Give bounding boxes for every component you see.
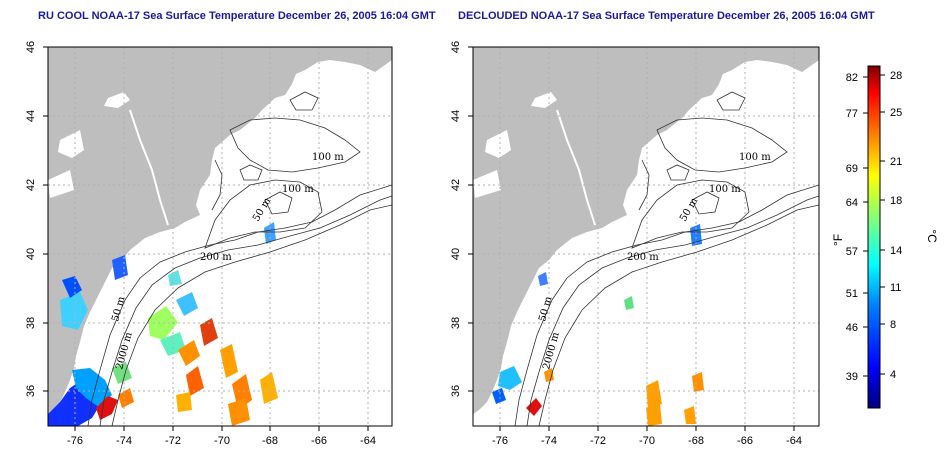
x-tick-label: -74: [116, 435, 132, 447]
right-lake: [531, 92, 557, 108]
y-tick-label: 40: [25, 248, 37, 260]
y-tick-label: 38: [450, 317, 462, 329]
right-bathymetry-contours: [514, 91, 819, 426]
contour-label: 200 m: [627, 252, 659, 263]
colorbar-c-tick: 21: [890, 156, 902, 168]
y-tick-label: 46: [450, 41, 462, 53]
x-tick-label: -70: [214, 435, 230, 447]
left-map-title: RU COOL NOAA-17 Sea Surface Temperature …: [38, 10, 436, 22]
x-tick-label: -72: [165, 435, 181, 447]
colorbar-c-tick: 14: [890, 245, 902, 257]
left-lake: [58, 130, 84, 158]
colorbar-f-tick: 39: [846, 371, 858, 383]
colorbar-fahrenheit-label: °F: [831, 234, 845, 246]
left-map-frame: [47, 46, 393, 427]
right-sst-patches: [492, 224, 704, 426]
y-tick-label: 44: [450, 110, 462, 122]
colorbar-f-tick: 64: [846, 197, 858, 209]
colorbar-ticks: [863, 74, 885, 377]
contour-label: 200 m: [200, 252, 232, 263]
x-tick-label: -76: [67, 435, 83, 447]
x-tick-label: -64: [786, 435, 802, 447]
right-lake: [473, 170, 501, 198]
contour-label: 100 m: [739, 152, 771, 163]
y-tick-label: 46: [25, 41, 37, 53]
colorbar-f-tick: 82: [846, 72, 858, 84]
y-tick-label: 36: [450, 385, 462, 397]
colorbar-c-tick: 18: [890, 195, 902, 207]
left-sst-patches: [48, 222, 278, 426]
colorbar-c-tick: 25: [890, 107, 902, 119]
left-grid: [48, 47, 392, 426]
colorbar-f-tick: 69: [846, 163, 858, 175]
colorbar-gradient: [867, 65, 881, 409]
x-tick-label: -76: [492, 435, 508, 447]
x-tick-label: -68: [688, 435, 704, 447]
y-tick-label: 42: [25, 179, 37, 191]
contour-label: 100 m: [709, 184, 741, 195]
y-tick-label: 42: [450, 179, 462, 191]
contour-label: 100 m: [282, 184, 314, 195]
left-lake: [48, 170, 74, 198]
right-map: 100 m 100 m 50 m 200 m 50 m 2000 m -76 -…: [450, 41, 820, 447]
right-river: [556, 109, 596, 226]
colorbar-celsius-label: °C: [925, 229, 939, 243]
x-tick-label: -70: [639, 435, 655, 447]
x-tick-label: -68: [262, 435, 278, 447]
right-grid: [473, 47, 819, 426]
y-tick-label: 40: [450, 248, 462, 260]
x-tick-label: -74: [541, 435, 557, 447]
right-map-frame: [472, 46, 820, 427]
left-map: 100 m 100 m 50 m 200 m 50 m 2000 m -76 -…: [25, 41, 393, 447]
colorbar-f-tick: 57: [846, 246, 858, 258]
colorbar-c-tick: 11: [890, 282, 901, 294]
x-tick-label: -66: [311, 435, 327, 447]
colorbar: 82 77 69 64 57 51 46 39 28 25 21 18 14 1…: [831, 65, 939, 409]
colorbar-c-tick: 8: [890, 319, 896, 331]
left-axis-ticks: [43, 46, 369, 431]
colorbar-c-tick: 4: [890, 369, 896, 381]
left-river: [129, 109, 169, 226]
y-tick-label: 38: [25, 317, 37, 329]
left-bathymetry-contours: [87, 91, 392, 426]
colorbar-f-tick: 46: [846, 322, 858, 334]
x-tick-label: -66: [737, 435, 753, 447]
y-tick-label: 36: [25, 385, 37, 397]
right-map-title: DECLOUDED NOAA-17 Sea Surface Temperatur…: [458, 10, 875, 22]
colorbar-f-tick: 51: [846, 288, 858, 300]
colorbar-c-tick: 28: [890, 70, 902, 82]
x-tick-label: -72: [590, 435, 606, 447]
right-lake: [485, 130, 511, 158]
right-land-mass: [473, 47, 819, 414]
colorbar-f-tick: 77: [846, 108, 858, 120]
x-tick-label: -64: [360, 435, 376, 447]
right-axis-ticks: [468, 46, 795, 431]
contour-label: 100 m: [312, 152, 344, 163]
left-land-mass: [48, 47, 392, 414]
y-tick-label: 44: [25, 110, 37, 122]
